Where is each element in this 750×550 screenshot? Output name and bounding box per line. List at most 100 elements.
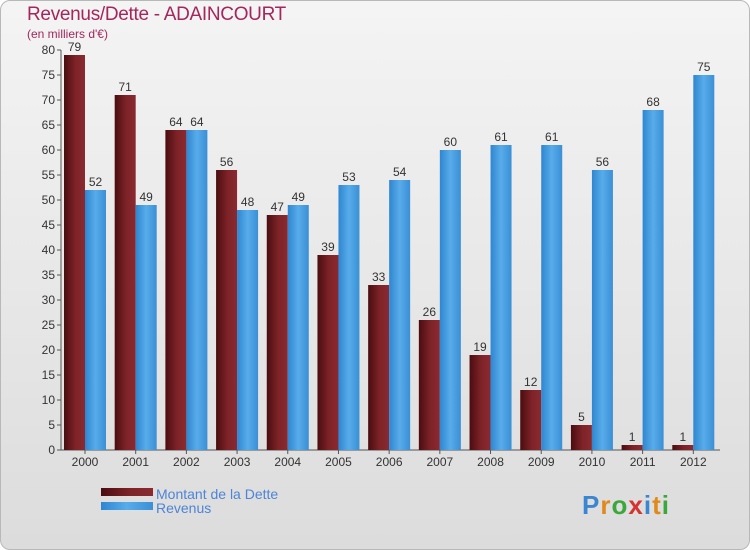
y-tick-label: 0 [48,443,55,457]
legend-swatch-revenus [101,502,153,510]
data-label: 52 [89,175,103,189]
bar-dette [418,320,440,450]
logo-letter: i [643,490,653,520]
bar-revenus [642,110,664,450]
bar-revenus [135,205,157,450]
data-label: 19 [473,340,487,354]
bar-revenus [490,145,512,450]
data-label: 1 [679,430,686,444]
chart-subtitle: (en milliers d'€) [27,27,108,41]
bar-dette [114,95,136,450]
x-tick-label: 2004 [274,455,301,469]
y-tick-label: 25 [42,318,56,332]
y-tick-label: 20 [42,343,56,357]
y-tick-label: 15 [42,368,56,382]
x-tick-label: 2009 [528,455,555,469]
data-label: 54 [393,165,407,179]
data-label: 61 [545,130,559,144]
bar-dette [621,445,643,450]
y-tick-label: 75 [42,68,56,82]
logo-letter: o [611,490,629,520]
legend-swatch-dette [101,488,153,496]
y-tick-label: 50 [42,193,56,207]
data-label: 49 [292,190,306,204]
data-label: 53 [342,170,356,184]
data-label: 79 [68,40,82,54]
x-tick-label: 2000 [72,455,99,469]
bar-dette [165,130,187,450]
logo-letter: t [652,490,662,520]
y-tick-label: 30 [42,293,56,307]
y-tick-label: 70 [42,93,56,107]
bar-dette [368,285,390,450]
x-tick-label: 2006 [376,455,403,469]
logo-letter: P [582,490,601,520]
bar-revenus [287,205,309,450]
y-tick-label: 80 [42,43,56,57]
bar-revenus [338,185,360,450]
bar-dette [317,255,339,450]
bar-revenus [591,170,613,450]
bar-revenus [389,180,411,450]
x-tick-label: 2010 [579,455,606,469]
proxiti-logo: Proxiti [582,490,670,521]
bar-dette [266,215,288,450]
data-label: 56 [220,155,234,169]
data-label: 1 [629,430,636,444]
x-tick-label: 2002 [173,455,200,469]
data-label: 64 [169,115,183,129]
bar-dette [570,425,592,450]
data-label: 47 [271,200,285,214]
legend-label: Revenus [156,500,211,516]
data-label: 56 [596,155,610,169]
chart-bars [64,55,715,450]
data-label: 26 [423,305,437,319]
x-tick-label: 2003 [224,455,251,469]
bar-revenus [85,190,106,450]
y-tick-label: 45 [42,218,56,232]
logo-letter: x [628,490,644,520]
y-tick-label: 40 [42,243,56,257]
y-tick-label: 5 [48,418,55,432]
bar-dette [672,445,694,450]
data-label: 68 [646,95,660,109]
y-tick-label: 10 [42,393,56,407]
x-tick-label: 2008 [477,455,504,469]
bar-revenus [693,75,715,450]
y-tick-label: 60 [42,143,56,157]
bar-revenus [541,145,563,450]
bar-revenus [237,210,259,450]
data-label: 49 [140,190,154,204]
bar-revenus [186,130,208,450]
bar-revenus [439,150,461,450]
data-label: 60 [444,135,458,149]
y-tick-label: 65 [42,118,56,132]
x-tick-label: 2005 [325,455,352,469]
y-tick-label: 35 [42,268,56,282]
data-label: 48 [241,195,255,209]
x-tick-label: 2007 [426,455,453,469]
chart-title: Revenus/Dette - ADAINCOURT [27,4,286,25]
x-tick-label: 2001 [122,455,149,469]
bar-dette [469,355,491,450]
bar-dette [216,170,238,450]
x-tick-label: 2012 [680,455,707,469]
data-label: 5 [578,410,585,424]
data-label: 64 [190,115,204,129]
y-tick-label: 55 [42,168,56,182]
data-label: 61 [494,130,508,144]
data-label: 75 [697,60,711,74]
logo-letter: r [600,490,612,520]
x-tick-label: 2011 [630,455,656,469]
data-label: 39 [321,240,335,254]
logo-letter: i [661,490,670,520]
data-label: 71 [119,80,133,94]
bar-dette [64,55,85,450]
data-label: 12 [524,375,538,389]
legend-label: Montant de la Dette [156,486,278,502]
data-label: 33 [372,270,386,284]
bar-dette [520,390,542,450]
